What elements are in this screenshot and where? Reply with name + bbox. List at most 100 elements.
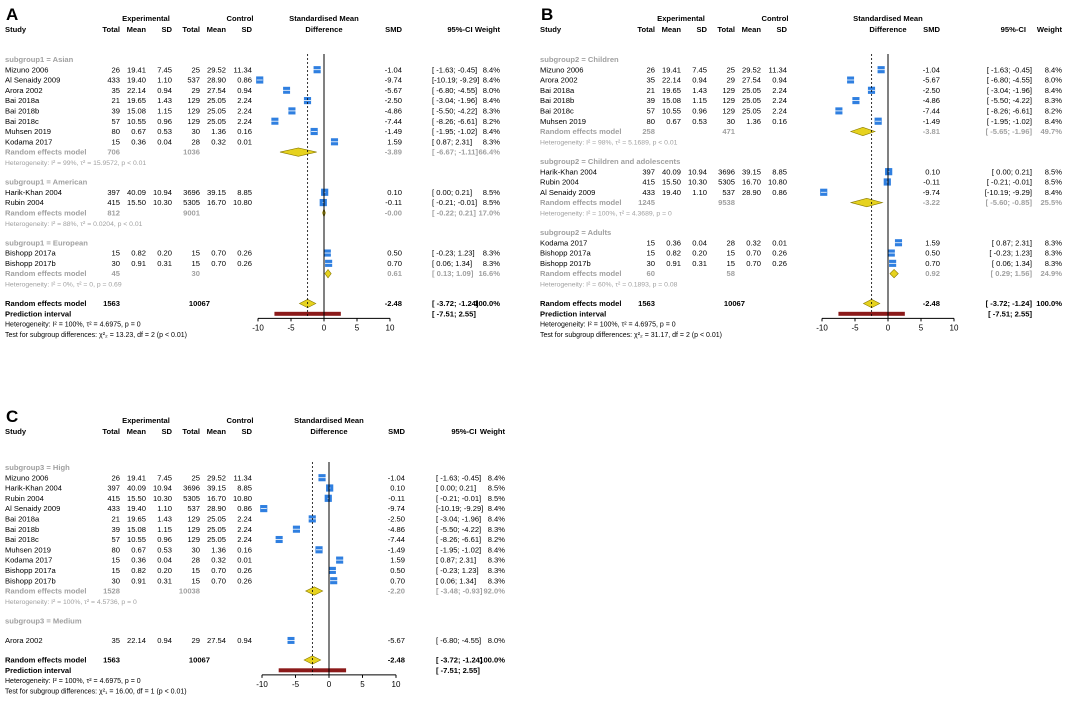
header-sd-e: SD: [161, 427, 172, 436]
ctrl-sd: 2.24: [772, 86, 787, 95]
row-overall: Random effects model 1563 10067 -2.48 [ -3.7…: [5, 655, 505, 665]
test-note: Heterogeneity: I² = 100%, τ² = 4.6975, p…: [5, 322, 141, 329]
ctrl-mean: 0.70: [211, 249, 226, 258]
ctrl-sd: 0.26: [237, 249, 252, 258]
row-study: Bai 2018b 39 15.08 1.15 129 25.05 2.24 -4.86 [ -…: [540, 96, 1062, 105]
ctrl-sd: 0.94: [772, 76, 787, 85]
ctrl-sd: 0.01: [237, 556, 252, 565]
exp-sd: 1.43: [157, 515, 172, 524]
row-subgroup: subgroup3 = High: [5, 463, 70, 472]
study-name: Bishopp 2017a: [5, 249, 56, 258]
ctrl-total: 5305: [183, 494, 200, 503]
exp-total: 21: [112, 96, 120, 105]
study-name: Bishopp 2017a: [540, 249, 591, 258]
exp-sd: 0.04: [692, 238, 707, 247]
ctrl-total: 15: [192, 249, 200, 258]
exp-sd: 1.10: [692, 188, 707, 197]
study-name: Kodama 2017: [5, 556, 52, 565]
smd-value: -0.11: [388, 494, 405, 503]
overall-ci: [ -3.72; -1.24]: [986, 299, 1033, 308]
header-mean-c: Mean: [207, 427, 227, 436]
header-smd-title: Standardised Mean: [853, 14, 923, 23]
header-ci: 95%-CI: [447, 25, 472, 34]
x-tick-label: 0: [886, 323, 891, 332]
ctrl-mean: 25.05: [207, 107, 226, 116]
row-subgroup: subgroup2 = Adults: [540, 228, 611, 237]
exp-total: 26: [112, 473, 120, 482]
ci-value: [ 0.06; 1.34]: [432, 259, 472, 268]
header-total-e: Total: [102, 25, 120, 34]
prediction-label: Prediction interval: [5, 666, 71, 675]
overall-label: Random effects model: [5, 299, 86, 308]
header-total-c: Total: [717, 25, 735, 34]
overall-weight: 100.0%: [479, 656, 505, 665]
row-study: Muhsen 2019 80 0.67 0.53 30 1.36 0.16 -1.49 [ -1…: [540, 117, 1062, 126]
ci-value: [ -1.95; -1.02]: [436, 545, 481, 554]
ctrl-mean: 27.54: [207, 636, 226, 645]
smd-value: -7.44: [388, 535, 405, 544]
row-study: Rubin 2004 415 15.50 10.30 5305 16.70 10.80 -0.…: [540, 178, 1062, 187]
row-note: Heterogeneity: I² = 100%, τ² = 4.6975, p…: [5, 678, 141, 685]
row-study: Bai 2018a 21 19.65 1.43 129 25.05 2.24 -2.50 [ -…: [540, 86, 1062, 95]
smd-value: 1.59: [390, 556, 405, 565]
header-smd-subtitle: Difference: [305, 25, 342, 34]
subtotal-diamond: [849, 126, 876, 137]
exp-sd: 1.43: [157, 96, 172, 105]
row-subtotal: Random effects model 706 1036 -3.89 [ -6.67;…: [5, 147, 500, 157]
ctrl-mean: 29.52: [207, 473, 226, 482]
exp-total: 26: [112, 65, 120, 74]
ctrl-total: 30: [192, 545, 200, 554]
header-smd: SMD: [385, 25, 402, 34]
exp-mean: 0.82: [131, 249, 146, 258]
subtotal-smd: -2.20: [388, 587, 405, 596]
ctrl-sd: 11.34: [234, 65, 252, 74]
study-name: Bai 2018b: [5, 525, 39, 534]
subtotal-ctrl-total: 1036: [183, 148, 200, 157]
row-study: Bai 2018a 21 19.65 1.43 129 25.05 2.24 -2.50 [ -…: [5, 96, 500, 105]
x-tick-label: 5: [355, 323, 360, 332]
exp-mean: 15.08: [127, 525, 146, 534]
ctrl-total: 5305: [183, 198, 200, 207]
exp-total: 35: [112, 636, 120, 645]
subtotal-label: Random effects model: [5, 208, 86, 217]
ctrl-mean: 27.54: [742, 76, 761, 85]
subtotal-label: Random effects model: [540, 269, 621, 278]
row-study: Mizuno 2006 26 19.41 7.45 25 29.52 11.34 -1.04 […: [5, 65, 500, 74]
exp-mean: 19.65: [127, 96, 146, 105]
exp-sd: 0.94: [157, 636, 172, 645]
header-mean-e: Mean: [662, 25, 682, 34]
ctrl-total: 129: [187, 117, 200, 126]
subgroup-label: subgroup1 = European: [5, 238, 88, 247]
subtotal-diamond: [849, 198, 884, 208]
header-mean-c: Mean: [207, 25, 227, 34]
study-name: Bishopp 2017b: [5, 259, 56, 268]
header-experimental: Experimental: [122, 416, 170, 425]
exp-mean: 15.50: [662, 178, 681, 187]
ctrl-mean: 39.15: [207, 484, 226, 493]
weight-value: 8.5%: [488, 484, 506, 493]
exp-sd: 1.15: [157, 107, 172, 116]
header-total-e: Total: [102, 427, 120, 436]
ctrl-mean: 1.36: [746, 117, 761, 126]
ctrl-sd: 0.16: [772, 117, 787, 126]
row-subgroup: subgroup2 = Children and adolescents: [540, 157, 680, 166]
exp-mean: 0.91: [666, 259, 681, 268]
exp-mean: 40.09: [662, 167, 681, 176]
subgroup-label: subgroup2 = Adults: [540, 228, 611, 237]
exp-sd: 10.30: [153, 494, 172, 503]
test-note: Heterogeneity: I² = 100%, τ² = 4.6975, p…: [5, 678, 141, 685]
exp-sd: 1.15: [157, 525, 172, 534]
study-name: Rubin 2004: [540, 178, 579, 187]
weight-value: 8.3%: [1045, 259, 1063, 268]
header-weight: Weight: [480, 427, 506, 436]
row-prediction: Prediction interval [ -7.51; 2.55]: [540, 309, 1032, 318]
weight-value: 8.5%: [1045, 178, 1063, 187]
prediction-label: Prediction interval: [5, 309, 71, 318]
ci-value: [ 0.87; 2.31]: [432, 137, 472, 146]
row-het: Heterogeneity: I² = 100%, τ² = 4.5736, p…: [5, 599, 137, 606]
ci-value: [-10.19; -9.29]: [985, 188, 1032, 197]
ctrl-mean: 25.05: [207, 535, 226, 544]
x-tick-label: -5: [292, 680, 300, 689]
smd-value: -0.11: [923, 178, 940, 187]
exp-total: 57: [112, 535, 120, 544]
